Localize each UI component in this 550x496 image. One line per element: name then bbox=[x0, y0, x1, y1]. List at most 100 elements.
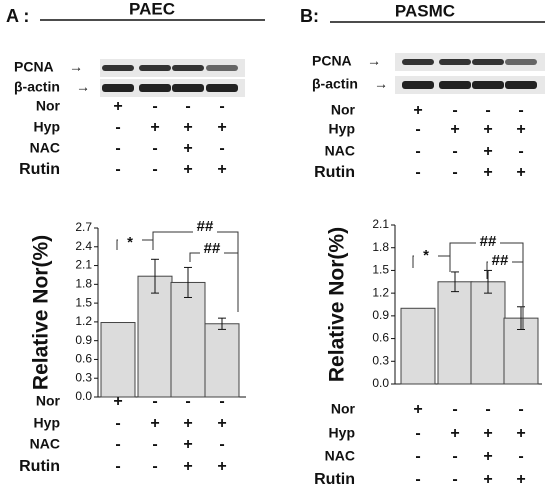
condition-mark: - bbox=[415, 143, 420, 160]
condition-label: NAC bbox=[325, 448, 355, 464]
bar bbox=[204, 323, 240, 398]
y-tick-label: 0.9 bbox=[75, 333, 92, 347]
y-tick-label: 2.1 bbox=[372, 217, 389, 231]
condition-mark: - bbox=[452, 102, 457, 119]
annotation-bg bbox=[118, 236, 142, 250]
condition-label: Rutin bbox=[19, 161, 60, 178]
annotation-bg bbox=[414, 249, 438, 263]
condition-label: Nor bbox=[36, 393, 61, 409]
condition-label: Nor bbox=[331, 401, 356, 417]
blot-band bbox=[172, 65, 204, 71]
condition-label: Nor bbox=[36, 98, 61, 114]
condition-mark: - bbox=[518, 448, 523, 465]
y-tick-label: 0.6 bbox=[372, 331, 389, 345]
condition-mark: + bbox=[413, 401, 422, 418]
blot-band bbox=[505, 81, 537, 89]
condition-mark: - bbox=[152, 436, 157, 453]
condition-mark: - bbox=[152, 161, 157, 178]
bar bbox=[170, 281, 206, 398]
y-tick-label: 1.8 bbox=[372, 240, 389, 254]
blot-label: β-actin bbox=[312, 76, 358, 92]
blot-arrow: → bbox=[367, 53, 381, 69]
condition-mark: - bbox=[415, 164, 420, 181]
condition-mark: - bbox=[115, 161, 120, 178]
condition-label: NAC bbox=[325, 143, 355, 159]
blot-arrow: → bbox=[76, 79, 90, 95]
y-tick-label: 2.4 bbox=[75, 239, 92, 253]
blot-label: PCNA bbox=[312, 53, 352, 69]
condition-label: Hyp bbox=[329, 425, 355, 441]
condition-label: Nor bbox=[331, 102, 356, 118]
condition-mark: + bbox=[450, 121, 459, 138]
bar bbox=[400, 307, 436, 385]
condition-label: Rutin bbox=[314, 164, 355, 181]
condition-mark: + bbox=[217, 458, 226, 475]
condition-mark: - bbox=[115, 436, 120, 453]
bar bbox=[100, 322, 136, 398]
condition-mark: + bbox=[183, 161, 192, 178]
condition-mark: + bbox=[483, 448, 492, 465]
significance-annotation: ## bbox=[480, 233, 497, 250]
condition-mark: - bbox=[115, 119, 120, 136]
condition-mark: + bbox=[516, 164, 525, 181]
panel-label: B: bbox=[300, 6, 319, 26]
condition-mark: - bbox=[152, 98, 157, 115]
significance-annotation: * bbox=[423, 247, 429, 264]
condition-mark: - bbox=[152, 393, 157, 410]
condition-mark: - bbox=[518, 401, 523, 418]
blot-band bbox=[139, 84, 171, 92]
condition-label: Hyp bbox=[34, 119, 60, 135]
y-axis-label: Relative Nor(%) bbox=[326, 227, 349, 382]
condition-mark: + bbox=[516, 121, 525, 138]
panel-label: A : bbox=[6, 6, 29, 26]
significance-annotation: ## bbox=[197, 218, 214, 235]
condition-mark: - bbox=[219, 436, 224, 453]
y-tick-label: 0.0 bbox=[372, 376, 389, 390]
blot-band bbox=[505, 59, 537, 65]
y-tick-label: 0.3 bbox=[75, 370, 92, 384]
condition-label: Rutin bbox=[19, 458, 60, 475]
bar bbox=[437, 281, 473, 385]
condition-mark: - bbox=[219, 140, 224, 157]
condition-mark: + bbox=[150, 119, 159, 136]
condition-mark: + bbox=[516, 425, 525, 442]
y-tick-label: 0.3 bbox=[372, 353, 389, 367]
condition-mark: - bbox=[415, 471, 420, 488]
condition-mark: - bbox=[415, 448, 420, 465]
blot-band bbox=[402, 59, 434, 65]
y-tick-label: 0.6 bbox=[75, 352, 92, 366]
condition-mark: - bbox=[115, 415, 120, 432]
condition-mark: + bbox=[483, 164, 492, 181]
y-axis-label: Relative Nor(%) bbox=[30, 235, 53, 390]
condition-mark: - bbox=[415, 121, 420, 138]
condition-mark: + bbox=[483, 143, 492, 160]
condition-mark: + bbox=[150, 415, 159, 432]
y-tick-label: 1.5 bbox=[372, 263, 389, 277]
condition-mark: - bbox=[452, 401, 457, 418]
condition-mark: + bbox=[483, 471, 492, 488]
condition-mark: - bbox=[115, 458, 120, 475]
condition-label: Hyp bbox=[329, 121, 355, 137]
condition-mark: + bbox=[483, 425, 492, 442]
condition-mark: - bbox=[152, 458, 157, 475]
blot-band bbox=[206, 84, 238, 92]
condition-mark: + bbox=[450, 425, 459, 442]
condition-mark: + bbox=[413, 102, 422, 119]
bar bbox=[470, 281, 506, 385]
condition-mark: + bbox=[217, 415, 226, 432]
condition-mark: + bbox=[113, 98, 122, 115]
condition-mark: - bbox=[219, 393, 224, 410]
condition-mark: - bbox=[115, 140, 120, 157]
condition-mark: + bbox=[183, 140, 192, 157]
blot-band bbox=[139, 65, 171, 71]
blot-band bbox=[206, 65, 238, 71]
y-tick-label: 1.8 bbox=[75, 277, 92, 291]
condition-mark: - bbox=[185, 393, 190, 410]
blot-band bbox=[102, 65, 134, 71]
condition-mark: - bbox=[452, 448, 457, 465]
annotation-bg bbox=[476, 235, 500, 249]
condition-mark: - bbox=[219, 98, 224, 115]
condition-mark: + bbox=[183, 458, 192, 475]
y-tick-label: 1.2 bbox=[372, 285, 389, 299]
